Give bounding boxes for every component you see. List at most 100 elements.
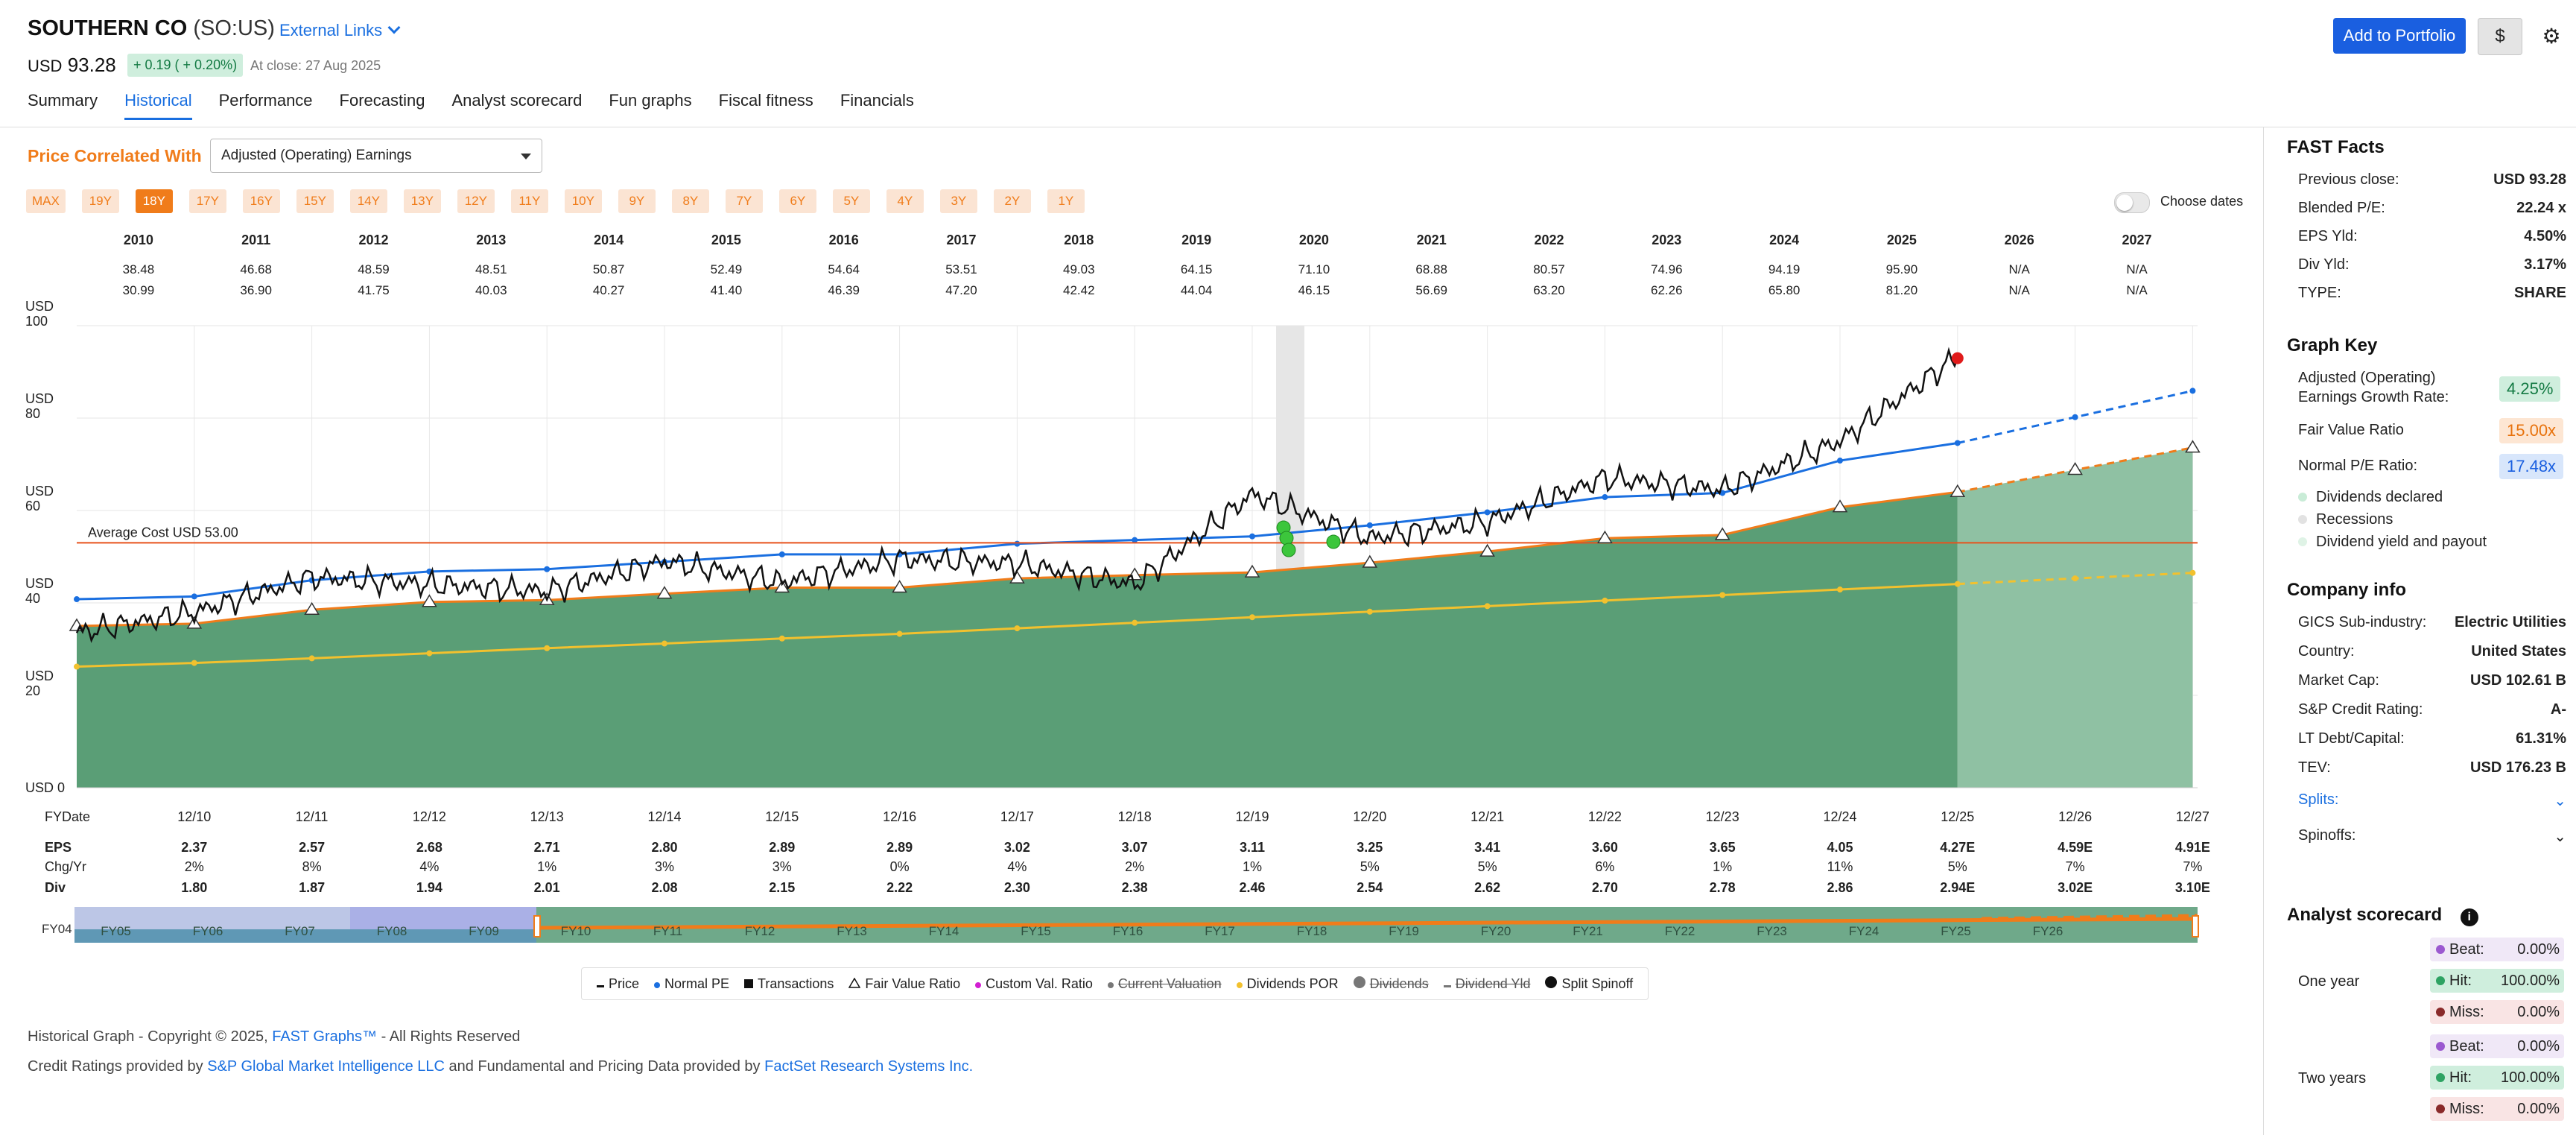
range-button-6y[interactable]: 6Y: [778, 189, 816, 213]
range-button-9y[interactable]: 9Y: [618, 189, 656, 213]
range-button-5y[interactable]: 5Y: [832, 189, 870, 213]
year-header: 2024: [1769, 233, 1800, 247]
eps-value: 3.07: [1121, 840, 1148, 855]
chg-value: 4%: [1007, 859, 1027, 874]
range-button-16y[interactable]: 16Y: [242, 189, 280, 213]
range-button-4y[interactable]: 4Y: [886, 189, 924, 213]
tab-historical[interactable]: Historical: [124, 91, 192, 120]
scorecard-value: 100.00%: [2501, 972, 2560, 989]
tab-forecasting[interactable]: Forecasting: [339, 91, 425, 110]
dividends-por-point: [2189, 569, 2196, 576]
historical-chart[interactable]: Average Cost USD 53.00: [0, 0, 2576, 820]
legend-item-price[interactable]: Price: [597, 976, 639, 992]
scorecard-value: 0.00%: [2517, 1037, 2560, 1055]
legend-item-split-spinoff[interactable]: Split Spinoff: [1545, 976, 1633, 992]
info-label: Country:: [2298, 643, 2355, 660]
company-info-row: S&P Credit Rating: A-: [2298, 701, 2566, 718]
y-tick-currency: USD: [25, 299, 54, 314]
tab-fiscal-fitness[interactable]: Fiscal fitness: [718, 91, 813, 110]
dividends-por-point: [426, 650, 433, 657]
choose-dates-toggle[interactable]: [2114, 192, 2150, 213]
year-high: 50.87: [592, 262, 625, 276]
y-tick-currency: USD: [25, 391, 54, 406]
sidebar-divider: [2263, 127, 2264, 1135]
growth-rate-value: 4.25%: [2499, 376, 2561, 402]
range-button-2y[interactable]: 2Y: [993, 189, 1031, 213]
legend-item-current-valuation[interactable]: Current Valuation: [1107, 976, 1222, 992]
currency-button[interactable]: $: [2478, 18, 2522, 55]
year-high: 54.64: [828, 262, 860, 276]
year-header: 2017: [946, 233, 977, 247]
year-high: 95.90: [1885, 262, 1918, 276]
add-to-portfolio-button[interactable]: Add to Portfolio: [2333, 18, 2466, 54]
external-links-button[interactable]: External Links: [279, 21, 401, 40]
rights-text: - All Rights Reserved: [381, 1028, 521, 1045]
range-button-8y[interactable]: 8Y: [671, 189, 709, 213]
legend-marker-icon: [1236, 976, 1243, 992]
range-button-max[interactable]: MAX: [26, 189, 66, 213]
metric-select[interactable]: Adjusted (Operating) Earnings: [210, 139, 542, 173]
fast-fact-row: Div Yld: 3.17%: [2298, 256, 2566, 274]
sp-global-link[interactable]: S&P Global Market Intelligence LLC: [207, 1058, 445, 1075]
range-buttons: MAX 19Y 18Y 17Y 16Y 15Y 14Y 13Y 12Y 11Y 10Y 9Y 8Y 7Y 6…: [26, 189, 1101, 213]
factset-link[interactable]: FactSet Research Systems Inc.: [764, 1058, 974, 1075]
dividends-declared-dot-icon: [2298, 493, 2307, 502]
legend-item-normal-pe[interactable]: Normal PE: [654, 976, 729, 992]
normal-pe-point: [1249, 533, 1255, 540]
legend-marker-icon: [1443, 976, 1451, 992]
year-header: 2023: [1652, 233, 1682, 247]
legend-marker-icon: [848, 976, 861, 992]
range-button-1y[interactable]: 1Y: [1047, 189, 1085, 213]
info-icon[interactable]: i: [2460, 908, 2478, 926]
key-recessions[interactable]: Recessions: [2298, 511, 2393, 528]
range-button-10y[interactable]: 10Y: [564, 189, 602, 213]
year-low: 41.75: [358, 283, 390, 297]
fact-label: Previous close:: [2298, 171, 2399, 188]
analyst-scorecard-title: Analyst scorecard i: [2287, 905, 2478, 926]
legend-item-custom-val-ratio[interactable]: Custom Val. Ratio: [975, 976, 1093, 992]
key-dividend-yield[interactable]: Dividend yield and payout: [2298, 534, 2487, 551]
range-navigator[interactable]: FY05 FY06 FY07 FY08 FY09 FY10 FY11 FY12 FY13 FY14…: [74, 905, 2205, 944]
year-header: 2027: [2122, 233, 2152, 247]
range-button-14y[interactable]: 14Y: [349, 189, 387, 213]
tab-analyst-scorecard[interactable]: Analyst scorecard: [451, 91, 583, 110]
range-button-18y[interactable]: 18Y: [135, 189, 173, 213]
tab-summary[interactable]: Summary: [28, 91, 98, 110]
fy-tick-label: 12/10: [177, 809, 212, 824]
fast-fact-row: Blended P/E: 22.24 x: [2298, 200, 2566, 217]
range-button-13y[interactable]: 13Y: [403, 189, 441, 213]
legend-item-fair-value-ratio[interactable]: Fair Value Ratio: [848, 976, 960, 992]
tab-fun-graphs[interactable]: Fun graphs: [609, 91, 692, 110]
legend-item-transactions[interactable]: Transactions: [744, 976, 834, 992]
div-value: 2.86: [1827, 880, 1853, 895]
navigator-label: FY07: [285, 924, 315, 938]
legend-item-dividends-por[interactable]: Dividends POR: [1236, 976, 1339, 992]
range-button-19y[interactable]: 19Y: [81, 189, 119, 213]
year-high: N/A: [2126, 262, 2148, 276]
range-button-7y[interactable]: 7Y: [725, 189, 763, 213]
div-value: 1.80: [181, 880, 208, 895]
forecast-area: [1957, 447, 2193, 788]
spinoffs-row[interactable]: Spinoffs: ⌄: [2298, 827, 2566, 846]
legend-item-dividend-yld[interactable]: Dividend Yld: [1443, 976, 1530, 992]
splits-row[interactable]: Splits: ⌄: [2298, 791, 2566, 810]
fast-graphs-link[interactable]: FAST Graphs™: [272, 1028, 378, 1045]
legend-item-dividends[interactable]: Dividends: [1353, 976, 1429, 992]
range-button-12y[interactable]: 12Y: [457, 189, 495, 213]
gear-icon[interactable]: ⚙: [2530, 18, 2573, 54]
eps-value: 3.60: [1591, 840, 1618, 855]
key-dividends-declared[interactable]: Dividends declared: [2298, 489, 2443, 506]
range-button-15y[interactable]: 15Y: [296, 189, 334, 213]
fair-value-marker: [1832, 499, 1848, 513]
tab-performance[interactable]: Performance: [218, 91, 313, 110]
chg-value: 5%: [1477, 859, 1497, 874]
tab-financials[interactable]: Financials: [840, 91, 914, 110]
range-button-17y[interactable]: 17Y: [188, 189, 226, 213]
range-button-11y[interactable]: 11Y: [510, 189, 548, 213]
info-label: S&P Credit Rating:: [2298, 701, 2423, 718]
range-button-3y[interactable]: 3Y: [939, 189, 977, 213]
normal-pe-point: [1602, 494, 1608, 501]
chg-value: 5%: [1360, 859, 1380, 874]
fy-tick-label: 12/22: [1587, 809, 1622, 824]
fair-value-marker: [2185, 440, 2201, 453]
